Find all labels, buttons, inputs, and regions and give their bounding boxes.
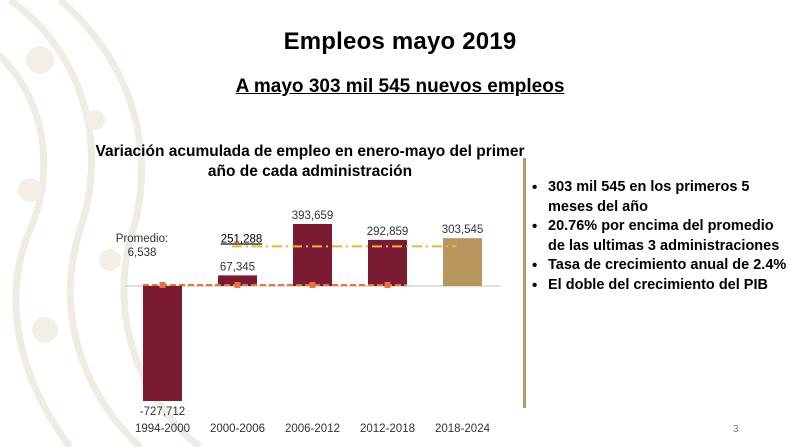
bar-2018-2024 bbox=[443, 238, 482, 286]
value-label-2012-2018: 292,859 bbox=[367, 226, 409, 238]
promedio-value: 6,538 bbox=[127, 247, 157, 259]
bar-2012-2018 bbox=[368, 239, 407, 286]
promedio-marker bbox=[384, 281, 391, 288]
value-label-2018-2024: 303,545 bbox=[442, 224, 484, 236]
bullet-item: Tasa de crecimiento anual de 2.4% bbox=[532, 256, 792, 276]
bullet-item: 303 mil 545 en los primeros 5 meses del … bbox=[532, 178, 792, 217]
page-number: 3 bbox=[733, 424, 739, 435]
bar-2006-2012 bbox=[293, 224, 332, 286]
value-label-2006-2012: 393,659 bbox=[292, 210, 334, 222]
chart-title-line-2: año de cada administración bbox=[207, 163, 413, 180]
category-label-2000-2006: 2000-2006 bbox=[210, 423, 265, 435]
bullet-item: 20.76% por encima del promedio de las ul… bbox=[532, 217, 792, 256]
reference-label: 251,288 bbox=[221, 233, 263, 245]
bar-2000-2006 bbox=[218, 275, 257, 286]
promedio-marker bbox=[159, 281, 166, 288]
page-subtitle: A mayo 303 mil 545 nuevos empleos bbox=[235, 76, 565, 97]
promedio-marker bbox=[234, 281, 241, 288]
value-label-1994-2000: -727,712 bbox=[140, 406, 185, 418]
category-label-2018-2024: 2018-2024 bbox=[435, 423, 491, 435]
promedio-marker bbox=[309, 281, 316, 288]
promedio-label: Promedio: bbox=[115, 233, 169, 245]
bar-1994-2000 bbox=[143, 286, 182, 401]
chart-title-line-1: Variación acumulada de empleo en enero-m… bbox=[95, 143, 525, 160]
bullet-list: 303 mil 545 en los primeros 5 meses del … bbox=[532, 178, 792, 295]
divider-line bbox=[523, 158, 526, 408]
category-label-2012-2018: 2012-2018 bbox=[360, 423, 415, 435]
promedio-annotation: Promedio: 6,538 bbox=[96, 232, 188, 260]
value-label-2000-2006: 67,345 bbox=[220, 261, 255, 273]
category-label-1994-2000: 1994-2000 bbox=[135, 423, 190, 435]
bullet-item: El doble del crecimiento del PIB bbox=[532, 276, 792, 296]
chart-title: Variación acumulada de empleo en enero-m… bbox=[90, 142, 530, 182]
category-label-2006-2012: 2006-2012 bbox=[285, 423, 340, 435]
page-title: Empleos mayo 2019 bbox=[283, 28, 517, 55]
